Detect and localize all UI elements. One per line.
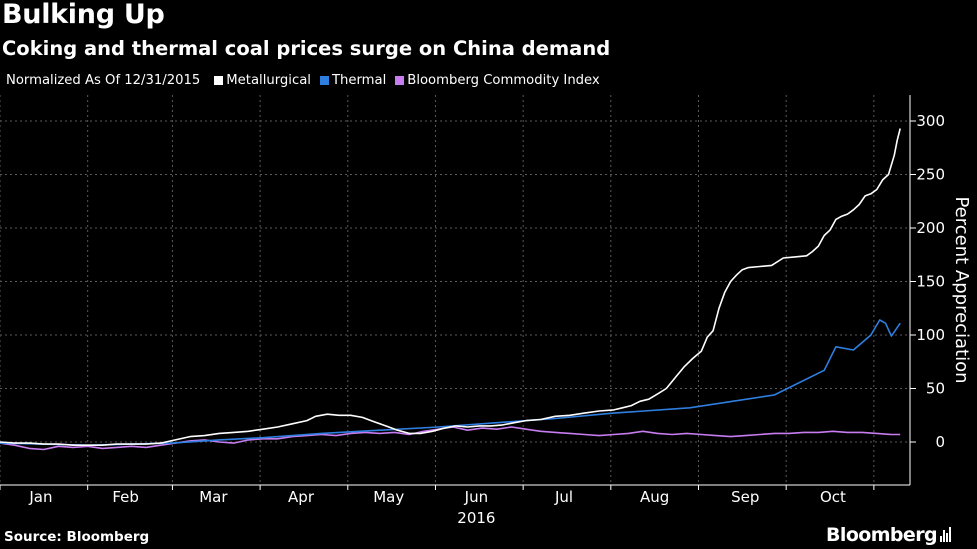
y-tick-label-50: 50 [926,380,945,398]
legend-item-commodity-index: Bloomberg Commodity Index [395,73,600,88]
bloomberg-logo-icon [940,527,951,542]
y-tick-label-250: 250 [916,166,945,184]
brand-name: Bloomberg [826,524,938,546]
series-line-thermal [0,319,901,446]
x-tick-label-jan: Jan [28,488,52,506]
series-line-bloomberg-commodity-index [0,426,901,451]
legend: Normalized As Of 12/31/2015 Metallurgica… [6,73,609,88]
brand-logo: Bloomberg [826,524,951,546]
source-note: Source: Bloomberg [4,529,150,545]
x-tick-label-aug: Aug [640,488,669,506]
y-tick-label-0: 0 [935,433,945,451]
x-axis-year-label: 2016 [457,509,495,527]
y-tick-label-100: 100 [916,326,945,344]
legend-item-thermal: Thermal [319,73,387,88]
legend-item-metallurgical: Metallurgical [214,73,311,88]
chart-title: Bulking Up [2,0,165,30]
y-tick-label-200: 200 [916,219,945,237]
y-tick-label-300: 300 [916,112,945,130]
y-tick-label-150: 150 [916,273,945,291]
legend-swatch-commodity-index [395,76,405,85]
y-axis-title: Percent Appreciation [951,196,972,383]
legend-swatch-metallurgical [214,76,224,85]
x-tick-label-feb: Feb [112,488,139,506]
series-line-metallurgical [0,128,901,446]
legend-label-metallurgical: Metallurgical [226,73,311,88]
x-tick-label-jun: Jun [464,488,488,506]
legend-label-commodity-index: Bloomberg Commodity Index [407,73,600,88]
x-tick-label-may: May [373,488,404,506]
normalization-note: Normalized As Of 12/31/2015 [6,73,201,88]
legend-label-thermal: Thermal [331,73,387,88]
x-tick-label-oct: Oct [820,488,846,506]
x-tick-label-mar: Mar [199,488,228,506]
legend-swatch-thermal [319,76,329,85]
x-tick-label-sep: Sep [731,488,759,506]
chart-subtitle: Coking and thermal coal prices surge on … [2,37,611,60]
x-tick-label-apr: Apr [288,488,315,506]
x-tick-label-jul: Jul [554,488,573,506]
